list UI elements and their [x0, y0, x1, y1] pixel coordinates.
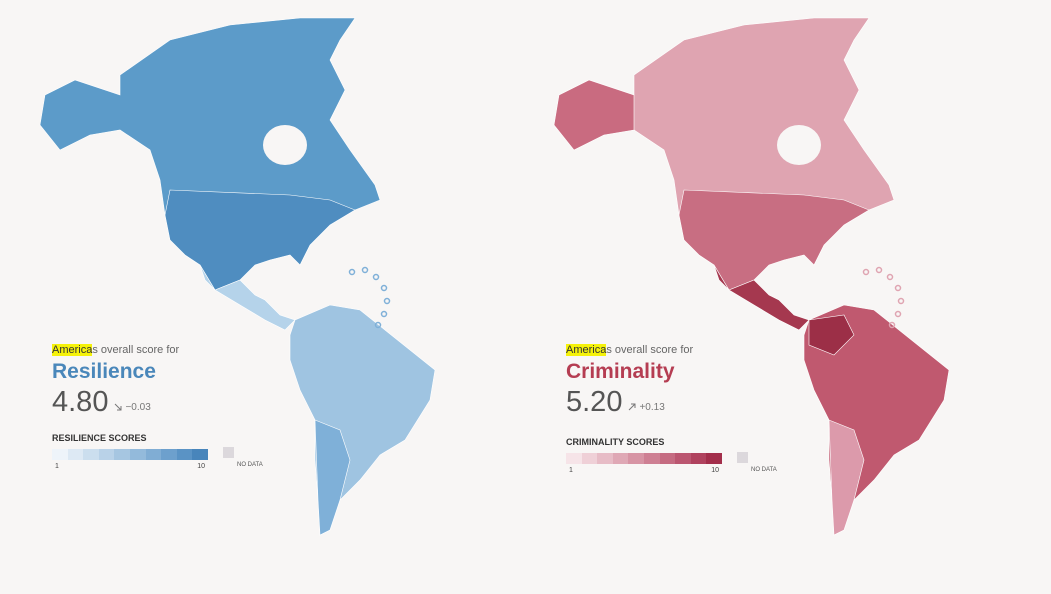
no-data-label: NO DATA	[237, 462, 263, 468]
no-data-swatch	[223, 447, 234, 458]
legend-ends: 1 10	[566, 467, 719, 474]
usa	[164, 189, 356, 291]
criminality-map	[553, 17, 950, 536]
legend-title: RESILIENCE SCORES	[52, 433, 147, 443]
highlight: America	[52, 344, 93, 356]
criminality-panel: Americas overall score for Criminality 5…	[566, 344, 806, 474]
legend-ends: 1 10	[52, 463, 205, 470]
metric: Resilience	[52, 360, 156, 383]
usa	[678, 189, 870, 291]
alaska	[553, 79, 635, 151]
legend-max: 10	[711, 467, 719, 474]
intro: Americas overall score for	[52, 344, 292, 356]
change: +0.13	[639, 402, 665, 413]
legend-bar	[566, 453, 806, 464]
legend-title: CRIMINALITY SCORES	[566, 437, 665, 447]
highlight: America	[566, 344, 607, 356]
hudson-bay	[263, 125, 307, 165]
resilience-map	[39, 17, 436, 536]
intro-text: s overall score for	[606, 344, 694, 356]
intro: Americas overall score for	[566, 344, 806, 356]
legend-bar	[52, 449, 292, 460]
legend-min: 1	[55, 463, 59, 470]
resilience-panel: Americas overall score for Resilience 4.…	[52, 344, 292, 470]
no-data-label: NO DATA	[751, 467, 777, 473]
islands	[862, 266, 905, 329]
score-row: 5.20 +0.13	[566, 386, 806, 419]
colombia	[808, 314, 855, 356]
score: 5.20	[566, 386, 623, 418]
metric: Criminality	[566, 360, 675, 383]
legend-min: 1	[569, 467, 573, 474]
down-arrow	[115, 403, 122, 411]
intro-text: s overall score for	[92, 344, 180, 356]
score-row: 4.80 −0.03	[52, 386, 292, 419]
up-arrow	[629, 403, 636, 411]
southern-cone	[828, 419, 865, 536]
score: 4.80	[52, 386, 109, 418]
andes	[314, 419, 351, 536]
south-america	[289, 304, 436, 536]
no-data-swatch	[737, 452, 748, 463]
legend-max: 10	[197, 463, 205, 470]
islands	[348, 266, 391, 329]
change: −0.03	[125, 402, 151, 413]
hudson-bay	[777, 125, 821, 165]
